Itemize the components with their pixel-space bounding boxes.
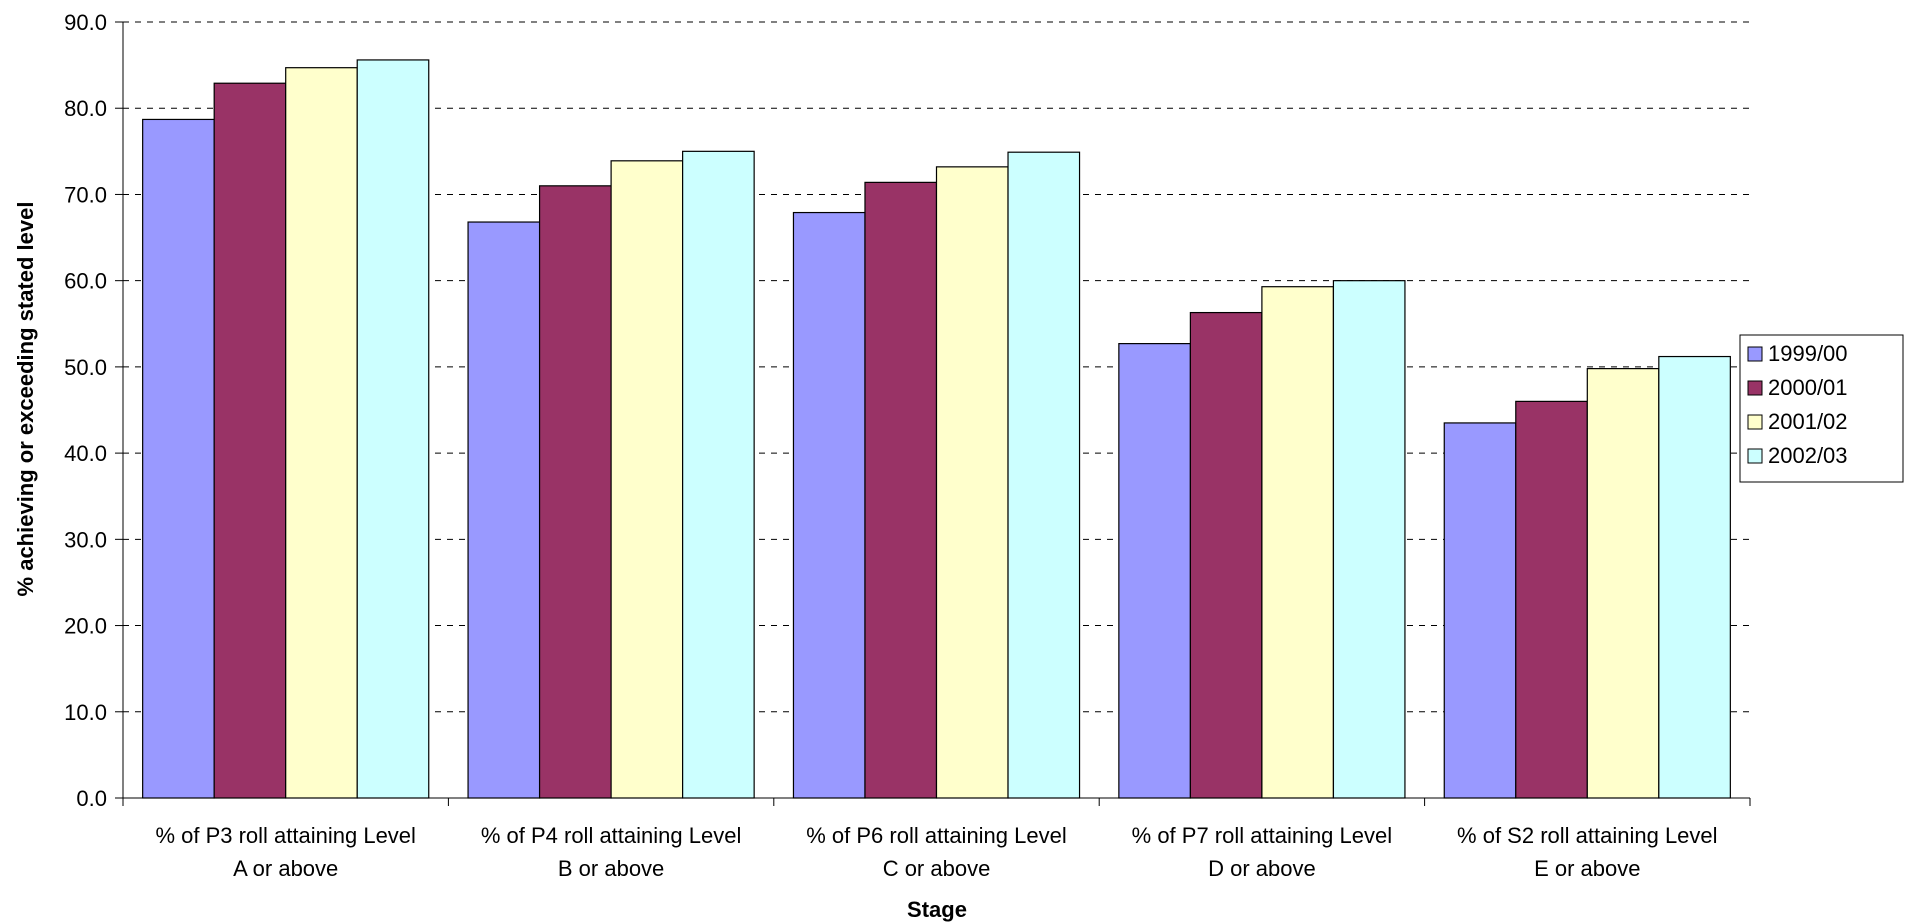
bar-2000-01-cat-3 — [864, 181, 938, 799]
bar-2001-02-cat-5 — [1586, 368, 1660, 799]
y-tick-label: 0.0 — [76, 786, 107, 811]
axes-layer — [115, 21, 1751, 806]
y-tick-label: 50.0 — [64, 355, 107, 380]
bar-1999-00-cat-5 — [1443, 422, 1517, 799]
x-category-label: E or above — [1534, 856, 1640, 881]
x-category-label: B or above — [558, 856, 664, 881]
y-tick-label: 40.0 — [64, 441, 107, 466]
y-tick-label: 70.0 — [64, 182, 107, 207]
legend-swatch — [1747, 380, 1763, 396]
bar-2002-03-cat-1 — [356, 59, 430, 799]
bar-2000-01-cat-5 — [1515, 400, 1588, 799]
y-tick-label: 10.0 — [64, 700, 107, 725]
y-tick-label: 90.0 — [64, 10, 107, 35]
y-tick-label: 30.0 — [64, 527, 107, 552]
x-category-label: % of S2 roll attaining Level — [1457, 823, 1718, 848]
y-tick-label: 20.0 — [64, 614, 107, 639]
y-tick-label: 60.0 — [64, 269, 107, 294]
legend-swatch — [1747, 414, 1763, 430]
labels-layer: 0.0 10.0 20.0 30.0 40.0 50.0 60.0 70.0 80.0 90.0%… — [64, 10, 1717, 881]
y-axis-title: % achieving or exceeding stated level — [13, 202, 38, 597]
bar-2001-02-cat-1 — [285, 67, 358, 799]
legend-label: 2001/02 — [1768, 409, 1848, 434]
bar-2000-01-cat-2 — [538, 185, 612, 799]
bar-2000-01-cat-1 — [213, 82, 287, 799]
x-category-label: % of P7 roll attaining Level — [1132, 823, 1393, 848]
bar-2000-01-cat-4 — [1189, 311, 1263, 799]
x-category-label: % of P3 roll attaining Level — [155, 823, 416, 848]
legend-swatch — [1747, 346, 1763, 362]
x-axis-title: Stage — [907, 897, 967, 922]
legend-label: 2002/03 — [1768, 443, 1848, 468]
bar-1999-00-cat-3 — [792, 211, 866, 799]
bar-1999-00-cat-1 — [142, 118, 215, 799]
bar-2002-03-cat-4 — [1332, 280, 1406, 799]
legend-swatch — [1747, 448, 1763, 464]
x-category-label: C or above — [883, 856, 991, 881]
legend-box — [1739, 334, 1904, 483]
bars-layer — [142, 59, 1731, 799]
bar-2001-02-cat-3 — [935, 166, 1009, 799]
bar-1999-00-cat-2 — [467, 221, 541, 799]
bar-2001-02-cat-2 — [610, 160, 684, 799]
x-category-label: % of P4 roll attaining Level — [481, 823, 742, 848]
bar-2001-02-cat-4 — [1261, 286, 1335, 799]
bar-2002-03-cat-5 — [1658, 355, 1731, 799]
x-category-label: D or above — [1208, 856, 1316, 881]
x-category-label: A or above — [233, 856, 338, 881]
x-category-label: % of P6 roll attaining Level — [806, 823, 1067, 848]
y-tick-label: 80.0 — [64, 96, 107, 121]
legend-label: 1999/00 — [1768, 341, 1848, 366]
bar-2002-03-cat-3 — [1007, 151, 1081, 799]
bar-2002-03-cat-2 — [682, 150, 755, 799]
legend: 1999/00 2000/01 2001/02 2002/03 — [1739, 334, 1904, 483]
bar-1999-00-cat-4 — [1118, 343, 1191, 799]
legend-label: 2000/01 — [1768, 375, 1848, 400]
